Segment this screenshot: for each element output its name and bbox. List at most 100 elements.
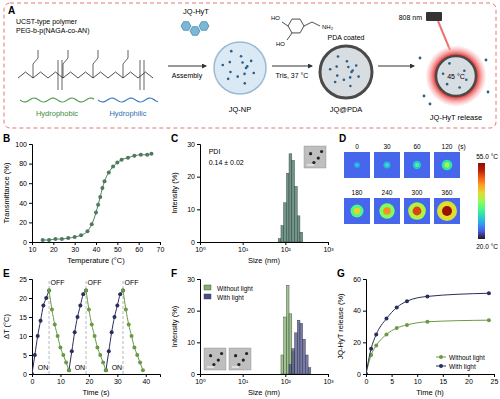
x-tick-label: 20	[50, 246, 58, 253]
data-point	[95, 345, 99, 349]
y-tick-label: 30	[187, 276, 195, 283]
legend: Without lightWith light	[204, 285, 253, 302]
y-tick-mark	[29, 374, 32, 375]
data-point	[138, 361, 142, 365]
y-tick-mark	[29, 298, 32, 299]
data-point	[101, 361, 105, 365]
x-tick: 15	[439, 374, 447, 385]
hot-spot	[356, 164, 359, 167]
x-tick-label: 20	[465, 378, 473, 385]
data-point	[58, 345, 62, 349]
y-tick: 20	[187, 307, 200, 314]
data-point	[41, 304, 45, 308]
annotation: OFF	[124, 279, 138, 286]
data-point	[73, 330, 77, 334]
y-tick: 40	[19, 200, 32, 207]
x-tick-label: 10⁰	[195, 246, 206, 253]
arrow	[272, 66, 312, 67]
y-tick-mark	[197, 342, 200, 343]
hot-spot-halo	[413, 161, 421, 169]
laser-label: 808 nm	[399, 14, 423, 21]
tem-inset-particle	[317, 157, 320, 160]
tem-inset-particle	[320, 150, 323, 153]
dopamine-label: HO	[271, 15, 280, 21]
x-tick-mark	[117, 374, 118, 377]
x-tick: 60	[135, 242, 143, 253]
coating-label: PDA coated	[328, 34, 365, 41]
data-point	[149, 152, 153, 156]
chart-panel: B10203040506070020406080100Temperature (…	[2, 133, 164, 265]
y-tick-label: 60	[353, 276, 361, 283]
y-tick-label: 10	[187, 339, 195, 346]
released-drug	[485, 59, 488, 62]
histogram-bar	[303, 339, 306, 374]
data-point	[100, 186, 104, 190]
x-tick-label: 70	[157, 246, 165, 253]
series-line	[32, 290, 123, 374]
y-tick-mark	[197, 242, 200, 243]
y-axis: 0510152025	[19, 276, 32, 378]
data-point	[41, 238, 45, 242]
y-tick: 100	[15, 141, 32, 148]
y-tick-mark	[363, 342, 366, 343]
x-tick: 0	[31, 374, 35, 385]
x-tick: 0	[365, 374, 369, 385]
data-point	[126, 156, 130, 160]
x-axis-line	[201, 375, 329, 378]
data-point	[53, 237, 57, 241]
polymer-name: PEG-b-p(NAGA-co-AN)	[16, 27, 90, 35]
x-tick-label: 15	[439, 378, 447, 385]
data-point	[67, 368, 71, 372]
y-axis-line	[197, 280, 201, 375]
y-tick: 0	[357, 371, 366, 378]
y-tick-label: 20	[353, 339, 361, 346]
y-axis-title: ΔT (°C)	[2, 314, 11, 339]
drug-icon	[199, 22, 209, 31]
y-tick-mark	[29, 355, 32, 356]
y-tick-mark	[197, 311, 200, 312]
hydrophobic-label: Hydrophobic	[36, 109, 78, 118]
figure: AUCST-type polymerPEG-b-p(NAGA-co-AN)Hyd…	[0, 0, 500, 399]
release-label: JQ-HyT release	[430, 113, 482, 122]
data-point	[107, 170, 111, 174]
y-axis-title: Transmittance (%)	[2, 162, 11, 223]
y-tick: 10	[19, 333, 32, 340]
x-tick-mark	[146, 374, 147, 377]
x-tick-label: 0	[31, 378, 35, 385]
data-point	[115, 304, 119, 308]
panel-letter: A	[8, 5, 15, 16]
thermal-images: D03060120180240300360(s)55.0 °C20.0 °C	[339, 133, 498, 250]
data-point	[405, 323, 409, 327]
data-point	[33, 353, 37, 357]
series-line	[43, 154, 152, 240]
tem-inset-particle	[242, 359, 245, 362]
annotation: ON	[75, 364, 86, 371]
legend-label: With light	[217, 294, 244, 302]
tem-inset	[204, 348, 226, 370]
drug-dot	[227, 78, 230, 81]
data-point	[110, 330, 114, 334]
nanoparticle-label: JQ-NP	[229, 105, 252, 114]
data-point	[47, 238, 51, 242]
arrow	[378, 66, 414, 67]
x-tick-mark	[328, 242, 329, 245]
legend-label: Without light	[217, 285, 253, 293]
step-label: Tris, 37 °C	[276, 72, 309, 79]
y-tick-label: 0	[191, 371, 195, 378]
data-point	[487, 318, 491, 322]
y-tick: 10	[187, 206, 200, 213]
y-tick: 20	[19, 295, 32, 302]
drug-dot	[243, 73, 246, 76]
x-tick-label: 10¹	[238, 246, 249, 253]
hot-spot-halo	[379, 203, 394, 218]
tem-inset-particle	[220, 352, 223, 355]
hot-spot-halo	[442, 160, 453, 171]
colorbar	[478, 163, 485, 239]
y-tick-label: 20	[187, 173, 195, 180]
thermal-image	[344, 198, 370, 224]
drug-dot	[236, 75, 239, 78]
annotation: 0.14 ± 0.02	[209, 159, 244, 166]
series-line	[49, 290, 143, 370]
side-chain	[63, 50, 68, 78]
hot-spot	[385, 163, 389, 167]
